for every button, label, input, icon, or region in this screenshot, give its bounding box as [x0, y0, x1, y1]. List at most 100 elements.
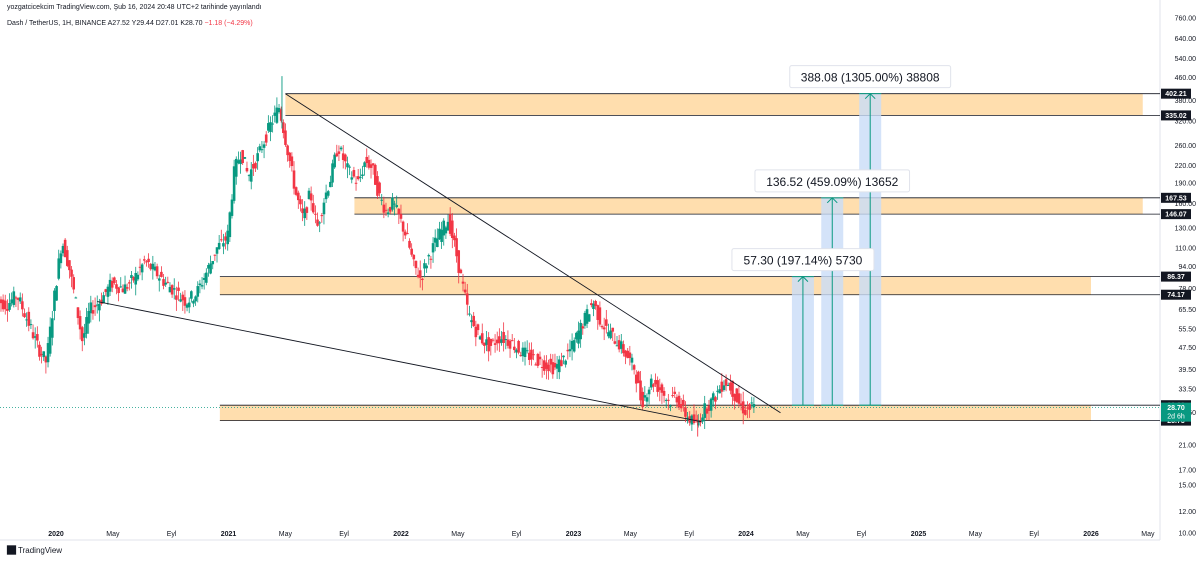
tradingview-logo-icon: ⬛︎ [7, 545, 16, 555]
candle-body [324, 192, 328, 200]
candle-body [98, 303, 101, 311]
time-axis-tick: 2023 [566, 531, 582, 538]
resistance-zone[interactable] [219, 276, 1091, 295]
price-axis-tick: 190.00 [1175, 180, 1197, 187]
candle-body [731, 380, 734, 397]
candle-body [568, 349, 572, 352]
candle-body [0, 299, 3, 304]
candle-body [249, 169, 253, 182]
price-axis-tick: 110.00 [1175, 245, 1196, 252]
candle-body [553, 362, 557, 368]
zone-top-price-tag-bg[interactable] [1161, 88, 1191, 99]
candle-body [752, 404, 756, 408]
candle-body [48, 326, 52, 354]
candle-body [23, 313, 26, 318]
candle-body [157, 278, 161, 281]
candle-body [628, 352, 632, 358]
candle-body [515, 349, 518, 353]
candle-body [619, 341, 623, 349]
candle-body [198, 283, 202, 286]
candle-body [361, 174, 364, 177]
ohlc-high: Y29.44 [131, 20, 154, 27]
candle-body [495, 339, 499, 344]
zone-bottom-price-tag-bg[interactable] [1161, 209, 1191, 220]
candle-body [119, 286, 123, 288]
time-axis-tick: 2020 [48, 531, 64, 538]
candle-body [177, 287, 180, 291]
candle-body [677, 395, 681, 408]
candle-body [70, 269, 73, 277]
candle-body [89, 302, 93, 314]
candle-body [95, 304, 99, 306]
price-axis-tick: 12.00 [1178, 509, 1196, 516]
candle-body [179, 299, 182, 302]
candle-body [639, 380, 642, 401]
candle-body [91, 310, 95, 314]
resistance-zone[interactable] [285, 93, 1143, 116]
candle-body [200, 285, 204, 287]
price-axis-tick: 540.00 [1175, 56, 1197, 63]
candle-body [301, 208, 304, 214]
candle-body [307, 190, 311, 200]
candle-body [38, 344, 41, 357]
candle-body [27, 311, 31, 326]
candle-body [660, 384, 664, 393]
candle-body [140, 264, 144, 273]
candle-body [600, 326, 604, 328]
candle-body [585, 309, 589, 324]
candle-body [468, 313, 471, 315]
candle-body [303, 208, 307, 219]
candle-body [309, 193, 313, 201]
time-axis-tick: May [279, 531, 293, 538]
candle-body [701, 417, 704, 422]
trendline[interactable] [285, 93, 781, 414]
candle-body [594, 301, 597, 306]
current-price-tag-bg[interactable] [1161, 402, 1191, 422]
zone-bottom-price-tag-bg[interactable] [1161, 289, 1191, 300]
candle-body [421, 278, 424, 281]
candle-body [583, 312, 587, 326]
candle-body [487, 337, 490, 352]
candle-body [465, 293, 469, 305]
candle-body [356, 176, 360, 180]
candle-body [545, 362, 548, 369]
candle-body [476, 324, 480, 331]
candle-body [271, 123, 274, 125]
candle-body [483, 342, 486, 346]
candle-body [380, 199, 384, 201]
tradingview-logo[interactable]: ⬛︎ TradingView [7, 545, 62, 556]
candle-body [57, 258, 61, 279]
candle-body [138, 266, 142, 268]
zone-top-price-tag-bg[interactable] [1161, 192, 1191, 203]
candle-body [658, 387, 662, 391]
time-axis-tick: Eyl [1029, 531, 1039, 538]
candle-body [125, 287, 129, 289]
zone-top-price-tag-bg[interactable] [1161, 271, 1191, 282]
symbol-name[interactable]: Dash / TetherUS, 1H, BINANCE [7, 20, 107, 27]
resistance-zone[interactable] [354, 197, 1143, 215]
zone-bottom-price-tag: 146.07 [1165, 212, 1187, 219]
candle-body [74, 297, 78, 299]
candle-body [622, 344, 625, 354]
candle-body [61, 245, 65, 254]
candle-body [598, 307, 602, 325]
zone-bottom-price-tag-bg[interactable] [1161, 110, 1191, 121]
candle-body [294, 187, 298, 195]
candle-body [536, 354, 540, 366]
candle-body [611, 327, 615, 332]
candle-body [262, 144, 266, 148]
trendline[interactable] [97, 301, 702, 423]
candle-body [630, 357, 634, 363]
candle-body [647, 389, 651, 395]
candle-body [538, 356, 542, 360]
candle-body [18, 297, 22, 302]
candle-body [21, 301, 24, 310]
price-axis-tick: 39.50 [1178, 367, 1196, 374]
candle-body [575, 332, 578, 340]
candle-body [707, 405, 711, 411]
candle-body [519, 355, 523, 357]
candle-body [279, 109, 283, 121]
publisher-line: yozgatcicekcim TradingView.com, Şub 16, … [7, 4, 262, 11]
candle-body [587, 314, 591, 322]
